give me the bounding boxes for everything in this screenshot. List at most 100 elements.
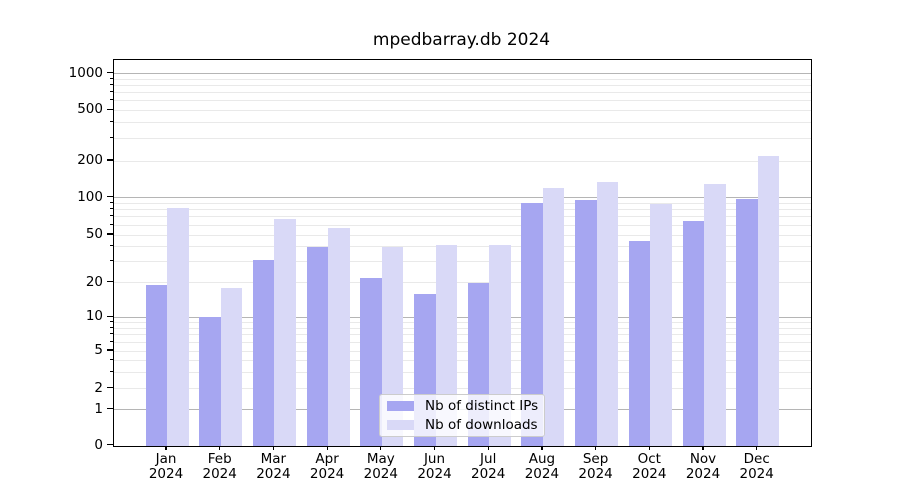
- y-axis-minor-tick-mark: [109, 260, 113, 262]
- gridline-minor: [114, 321, 811, 323]
- x-axis-tick-mark: [165, 445, 167, 451]
- x-axis-tick-label-month: Dec: [743, 451, 770, 467]
- gridline-minor: [114, 261, 811, 263]
- x-axis-tick-label-month: Oct: [637, 451, 661, 467]
- y-axis-tick-mark: [107, 281, 113, 283]
- y-axis-tick-mark: [107, 196, 113, 198]
- y-axis-tick-mark: [107, 408, 113, 410]
- x-axis-tick-label-year: 2024: [578, 466, 613, 482]
- y-axis-minor-tick-mark: [109, 333, 113, 335]
- legend-swatch-downloads: [387, 419, 414, 431]
- gridline-minor: [114, 359, 811, 361]
- x-axis-tick-label: Jul 2024: [446, 452, 530, 482]
- x-axis-tick-mark: [219, 445, 221, 451]
- bar-nb-of-distinct-ips-mar: [252, 259, 275, 446]
- y-axis-minor-tick-mark: [109, 91, 113, 93]
- y-axis-tick-label: 500: [77, 101, 103, 118]
- x-axis-tick-label-year: 2024: [309, 466, 345, 482]
- y-axis-tick-mark: [107, 159, 113, 161]
- x-axis-tick-label: Jun 2024: [393, 452, 477, 482]
- gridline-minor: [114, 78, 811, 80]
- y-axis-minor-tick-mark: [109, 370, 113, 372]
- x-axis-tick-mark: [702, 445, 704, 451]
- y-axis-minor-tick-mark: [109, 121, 113, 123]
- bar-nb-of-distinct-ips-aug: [521, 202, 543, 446]
- bar-nb-of-distinct-ips-nov: [682, 220, 704, 446]
- gridline-minor: [114, 350, 811, 352]
- bar-nb-of-downloads-jan: [167, 207, 189, 446]
- y-axis-tick-label: 50: [85, 226, 103, 242]
- plot-area: Nb of distinct IPs Nb of downloads: [113, 59, 812, 447]
- x-axis-tick-mark: [487, 445, 489, 451]
- y-axis-tick-label: 5: [94, 342, 103, 358]
- gridline-minor: [114, 84, 811, 86]
- x-axis-tick-mark: [756, 445, 758, 451]
- x-axis-tick-mark: [541, 445, 543, 451]
- bar-nb-of-downloads-apr: [328, 227, 350, 446]
- x-axis-tick-label-year: 2024: [632, 466, 667, 482]
- y-axis-minor-tick-mark: [109, 137, 113, 139]
- bar-nb-of-distinct-ips-dec: [736, 199, 758, 446]
- x-axis-tick-label-year: 2024: [256, 466, 291, 482]
- y-axis-tick-mark: [107, 443, 113, 446]
- gridline-minor: [114, 138, 811, 140]
- gridline-minor: [114, 327, 811, 329]
- bar-nb-of-downloads-aug: [542, 188, 565, 446]
- gridline-minor: [114, 388, 811, 390]
- gridline-minor: [114, 371, 811, 373]
- legend-row-distinct-ips: Nb of distinct IPs: [380, 398, 544, 414]
- x-axis-tick-label-month: Nov: [689, 451, 717, 467]
- y-axis-minor-tick-mark: [109, 245, 113, 247]
- bar-nb-of-distinct-ips-apr: [306, 246, 329, 446]
- y-axis-tick-label: 10: [85, 308, 103, 325]
- gridline-major: [114, 316, 811, 318]
- x-axis-tick-label-year: 2024: [202, 466, 237, 482]
- y-axis-tick-label: 100: [77, 188, 103, 205]
- x-axis-tick-label-year: 2024: [148, 466, 184, 482]
- y-axis-tick-mark: [107, 108, 113, 110]
- x-axis-tick-label: May 2024: [339, 452, 423, 482]
- bar-nb-of-downloads-sep: [596, 181, 619, 446]
- x-axis-tick-label-month: Jul: [480, 451, 497, 467]
- gridline-minor: [114, 224, 811, 226]
- x-axis-tick-mark: [326, 445, 328, 451]
- bar-nb-of-distinct-ips-sep: [575, 200, 597, 446]
- bar-nb-of-downloads-mar: [274, 219, 296, 446]
- y-axis-minor-tick-mark: [109, 340, 113, 342]
- x-axis-tick-label: Feb 2024: [178, 452, 262, 482]
- x-axis-tick-mark: [648, 445, 650, 451]
- x-axis-tick-mark: [272, 445, 275, 451]
- x-axis-tick-label-year: 2024: [739, 466, 774, 482]
- y-axis-tick-label: 20: [85, 273, 103, 290]
- y-axis-tick-label: 200: [77, 152, 103, 168]
- bar-nb-of-distinct-ips-may: [360, 277, 382, 446]
- chart-title: mpedbarray.db 2024: [372, 30, 551, 50]
- gridline-minor: [114, 109, 811, 111]
- bar-nb-of-distinct-ips-feb: [199, 317, 221, 446]
- y-axis-tick-label: 0: [94, 436, 103, 453]
- y-axis-tick-mark: [107, 387, 113, 389]
- x-axis-tick-label: Oct 2024: [607, 452, 691, 482]
- gridline-minor: [114, 216, 811, 218]
- gridline-minor: [114, 100, 811, 102]
- legend: Nb of distinct IPs Nb of downloads: [379, 394, 545, 437]
- y-axis-minor-tick-mark: [109, 77, 113, 79]
- gridline-minor: [114, 246, 811, 248]
- x-axis-tick-mark: [380, 445, 382, 451]
- gridline-minor: [114, 122, 811, 124]
- x-axis-tick-label-month: Feb: [207, 451, 232, 467]
- gridline-major: [114, 197, 811, 199]
- y-axis-minor-tick-mark: [109, 99, 113, 101]
- x-axis-tick-label: Sep 2024: [554, 452, 638, 482]
- x-axis-tick-label-month: Sep: [582, 451, 609, 467]
- gridline-minor: [114, 234, 811, 236]
- gridline-minor: [114, 209, 811, 211]
- y-axis-tick-mark: [107, 315, 113, 317]
- y-axis-minor-tick-mark: [109, 208, 113, 210]
- bar-nb-of-downloads-feb: [220, 287, 243, 446]
- x-axis-tick-label-year: 2024: [363, 466, 398, 482]
- y-axis-tick-mark: [107, 72, 113, 74]
- gridline-minor: [114, 92, 811, 94]
- x-axis-tick-label-year: 2024: [524, 466, 560, 482]
